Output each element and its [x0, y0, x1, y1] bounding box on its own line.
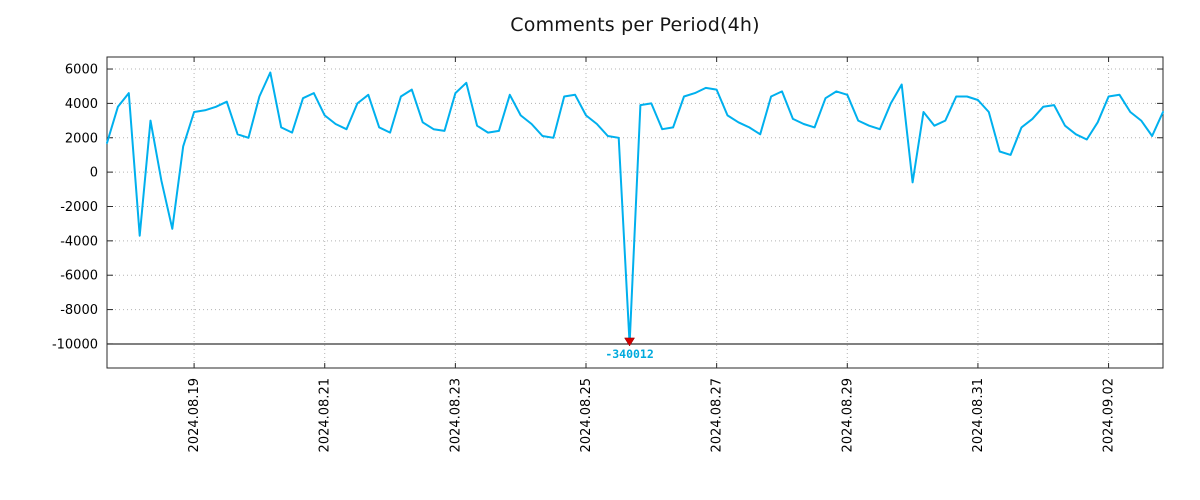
y-tick-label: -4000: [60, 234, 98, 249]
x-tick-label: 2024.08.27: [710, 378, 725, 452]
series-line: [106, 71, 1164, 345]
y-tick-label: 0: [90, 166, 98, 181]
y-tick-label: -8000: [60, 303, 98, 318]
y-tick-label: -6000: [60, 269, 98, 284]
y-tick-label: 2000: [65, 131, 98, 146]
y-tick-label: -2000: [60, 200, 98, 215]
x-tick-label: 2024.08.21: [318, 378, 333, 452]
y-tick-label: -10000: [52, 337, 98, 352]
chart-title: Comments per Period(4h): [510, 14, 760, 36]
y-tick-label: 6000: [65, 63, 98, 78]
plot-frame: [106, 56, 1164, 369]
x-tick-label: 2024.08.23: [448, 378, 463, 452]
y-tick-label: 4000: [65, 97, 98, 112]
x-tick-label: 2024.08.31: [971, 378, 986, 452]
x-tick-label: 2024.08.29: [840, 378, 855, 452]
x-tick-label: 2024.09.02: [1102, 378, 1117, 452]
min-point-marker: [624, 337, 636, 347]
x-tick-label: 2024.08.19: [187, 378, 202, 452]
min-value-label: -340012: [605, 347, 653, 361]
x-tick-label: 2024.08.25: [579, 378, 594, 452]
